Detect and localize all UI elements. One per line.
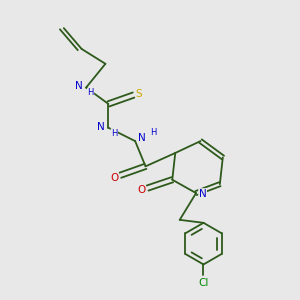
Text: H: H xyxy=(87,88,94,98)
Text: H: H xyxy=(111,129,118,138)
Text: N: N xyxy=(199,189,206,199)
Text: N: N xyxy=(75,81,83,91)
Text: H: H xyxy=(150,128,157,137)
Text: N: N xyxy=(97,122,105,132)
Text: N: N xyxy=(138,133,146,142)
Text: S: S xyxy=(136,88,142,98)
Text: O: O xyxy=(110,172,118,183)
Text: O: O xyxy=(137,184,145,194)
Text: Cl: Cl xyxy=(198,278,209,288)
